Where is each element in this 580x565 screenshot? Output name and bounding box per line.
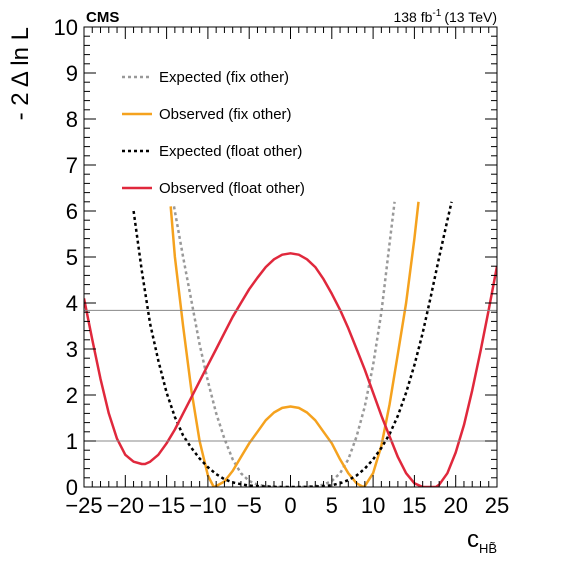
x-tick-label: −25 bbox=[65, 493, 102, 518]
cms-label: CMS bbox=[86, 9, 119, 26]
series-line-3 bbox=[132, 201, 453, 487]
y-tick-label: 10 bbox=[54, 15, 78, 40]
series-line-1 bbox=[172, 201, 396, 487]
x-axis-label-main: c bbox=[467, 526, 479, 553]
y-tick-label: 8 bbox=[66, 107, 78, 132]
lumi-label: 138 fb-1 (13 TeV) bbox=[393, 8, 497, 25]
y-tick-label: 3 bbox=[66, 337, 78, 362]
x-tick-label: −15 bbox=[148, 493, 185, 518]
x-tick-label: 25 bbox=[485, 493, 509, 518]
series-line-4 bbox=[84, 252, 497, 487]
x-tick-label: −5 bbox=[237, 493, 262, 518]
x-tick-label: 15 bbox=[402, 493, 426, 518]
lumi-energy: (13 TeV) bbox=[444, 9, 497, 25]
x-tick-label: 20 bbox=[443, 493, 467, 518]
y-tick-label: 2 bbox=[66, 383, 78, 408]
y-axis-label: - 2 Δ ln L bbox=[7, 27, 34, 120]
y-tick-label: 5 bbox=[66, 245, 78, 270]
legend-label-3: Expected (float other) bbox=[159, 143, 302, 160]
series-line-2 bbox=[169, 201, 420, 487]
y-tick-label: 6 bbox=[66, 199, 78, 224]
x-axis-label-sub: HB̃ bbox=[479, 541, 497, 556]
x-tick-label: 5 bbox=[326, 493, 338, 518]
y-tick-label: 0 bbox=[66, 475, 78, 500]
lumi-unit-sup: -1 bbox=[432, 8, 441, 19]
y-tick-label: 7 bbox=[66, 153, 78, 178]
reference-lines bbox=[84, 309, 497, 442]
x-tick-label: 10 bbox=[361, 493, 385, 518]
y-tick-label: 9 bbox=[66, 61, 78, 86]
lumi-value: 138 fb bbox=[393, 9, 432, 25]
legend-label-4: Observed (float other) bbox=[159, 180, 305, 197]
x-tick-label: −10 bbox=[189, 493, 226, 518]
lines-layer bbox=[84, 201, 497, 487]
x-tick-label: 0 bbox=[284, 493, 296, 518]
y-tick-label: 4 bbox=[66, 291, 78, 316]
axis-ticks: −25 −20 −15 −10 −5 0 5 10 15 20 25 0 1 2 3 4 5 6 7 8 9 10 bbox=[54, 15, 510, 518]
y-tick-label: 1 bbox=[66, 429, 78, 454]
x-axis-label: cHB̃ bbox=[467, 526, 497, 556]
legend: Expected (fix other) Observed (fix other)… bbox=[122, 69, 305, 197]
legend-label-2: Observed (fix other) bbox=[159, 106, 292, 123]
legend-label-1: Expected (fix other) bbox=[159, 69, 289, 86]
x-tick-label: −20 bbox=[107, 493, 144, 518]
